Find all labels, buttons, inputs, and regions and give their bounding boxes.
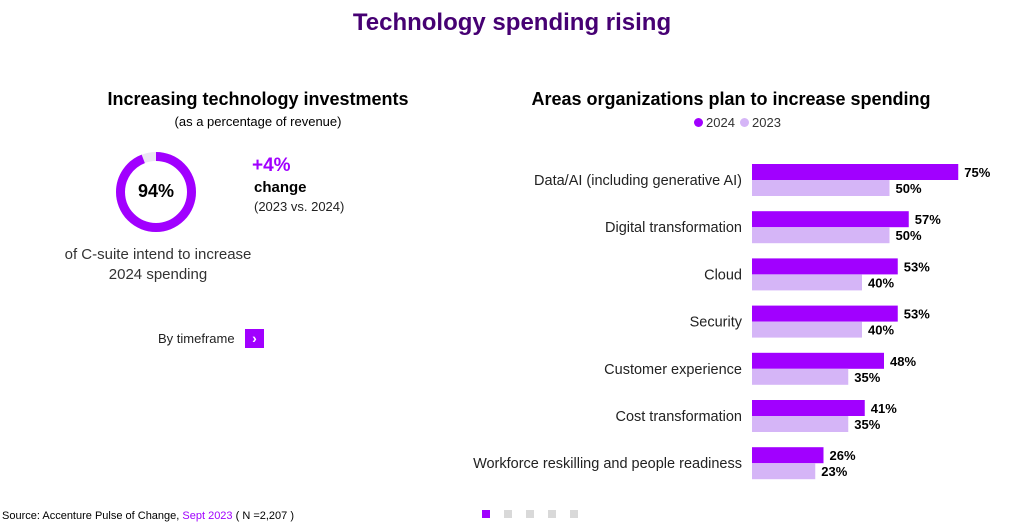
bar-value-label: 40%	[868, 275, 894, 290]
bar-value-label: 40%	[868, 323, 894, 338]
donut-arc	[116, 152, 196, 232]
source-sample: ( N =2,207 )	[232, 510, 294, 522]
legend-swatch-2023	[740, 118, 749, 127]
bar-value-label: 53%	[904, 307, 930, 322]
bar-value-label: 75%	[964, 165, 990, 180]
bar-2023	[752, 180, 890, 196]
category-label: Workforce reskilling and people readines…	[473, 456, 742, 472]
bar-2023	[752, 368, 849, 385]
bar-value-label: 50%	[896, 181, 922, 196]
bar-2024	[752, 258, 898, 275]
legend-item-2024: 2024	[694, 115, 735, 131]
chart-title: Areas organizations plan to increase spe…	[531, 89, 931, 109]
bar-2024	[752, 305, 898, 322]
change-percent: +4%	[252, 155, 291, 176]
csuite-caption: of C-suite intend to increase 2024 spend…	[64, 246, 252, 283]
category-label: Cost transformation	[615, 409, 742, 425]
source-note: Source: Accenture Pulse of Change, Sept …	[2, 510, 294, 522]
bar-2024	[752, 400, 865, 416]
chart-legend: 2024 2023	[620, 115, 840, 131]
legend-label: 2024	[706, 115, 735, 130]
category-label: Cloud	[704, 267, 742, 283]
bar-value-label: 57%	[915, 212, 941, 227]
bar-2024	[752, 352, 884, 369]
bar-2023	[752, 463, 816, 480]
bar-value-label: 41%	[871, 401, 897, 416]
bar-2023	[752, 227, 890, 244]
pager-dot[interactable]	[482, 510, 490, 518]
spending-bar-chart: Data/AI (including generative AI) 75% 50% D…	[473, 164, 991, 480]
bar-2023	[752, 274, 862, 291]
pager-dot[interactable]	[570, 510, 578, 518]
category-label: Data/AI (including generative AI)	[534, 173, 742, 189]
source-prefix: Source: Accenture Pulse of Change,	[2, 510, 183, 522]
by-timeframe-button[interactable]: ›	[245, 329, 264, 348]
bar-value-label: 48%	[890, 354, 916, 369]
pager-dot[interactable]	[504, 510, 512, 518]
change-label: change	[254, 179, 307, 196]
category-label: Security	[690, 315, 743, 331]
investments-subheading: (as a percentage of revenue)	[174, 114, 342, 129]
slide-pager	[482, 510, 582, 518]
category-label: Digital transformation	[605, 220, 742, 236]
bar-2024	[752, 211, 909, 228]
bar-2024	[752, 447, 824, 464]
bar-value-label: 23%	[821, 464, 847, 479]
legend-label: 2023	[752, 115, 781, 130]
donut-value: 94%	[137, 181, 175, 201]
investments-heading: Increasing technology investments	[107, 89, 409, 109]
change-period: (2023 vs. 2024)	[254, 199, 345, 214]
chevron-right-icon: ›	[252, 330, 257, 346]
bar-2023	[752, 416, 849, 432]
bar-value-label: 53%	[904, 259, 930, 274]
source-date: Sept 2023	[182, 510, 233, 522]
legend-swatch-2024	[694, 118, 703, 127]
bar-value-label: 35%	[854, 417, 880, 432]
page-title: Technology spending rising	[352, 9, 672, 36]
bar-2024	[752, 164, 959, 180]
bar-2023	[752, 321, 862, 338]
bar-value-label: 50%	[896, 228, 922, 243]
pager-dot[interactable]	[526, 510, 534, 518]
legend-item-2023: 2023	[740, 115, 781, 131]
category-label: Customer experience	[604, 362, 742, 378]
by-timeframe-label: By timeframe	[158, 331, 235, 346]
csuite-donut-chart	[116, 152, 196, 232]
bar-value-label: 26%	[830, 448, 856, 463]
bar-value-label: 35%	[854, 370, 880, 385]
pager-dot[interactable]	[548, 510, 556, 518]
